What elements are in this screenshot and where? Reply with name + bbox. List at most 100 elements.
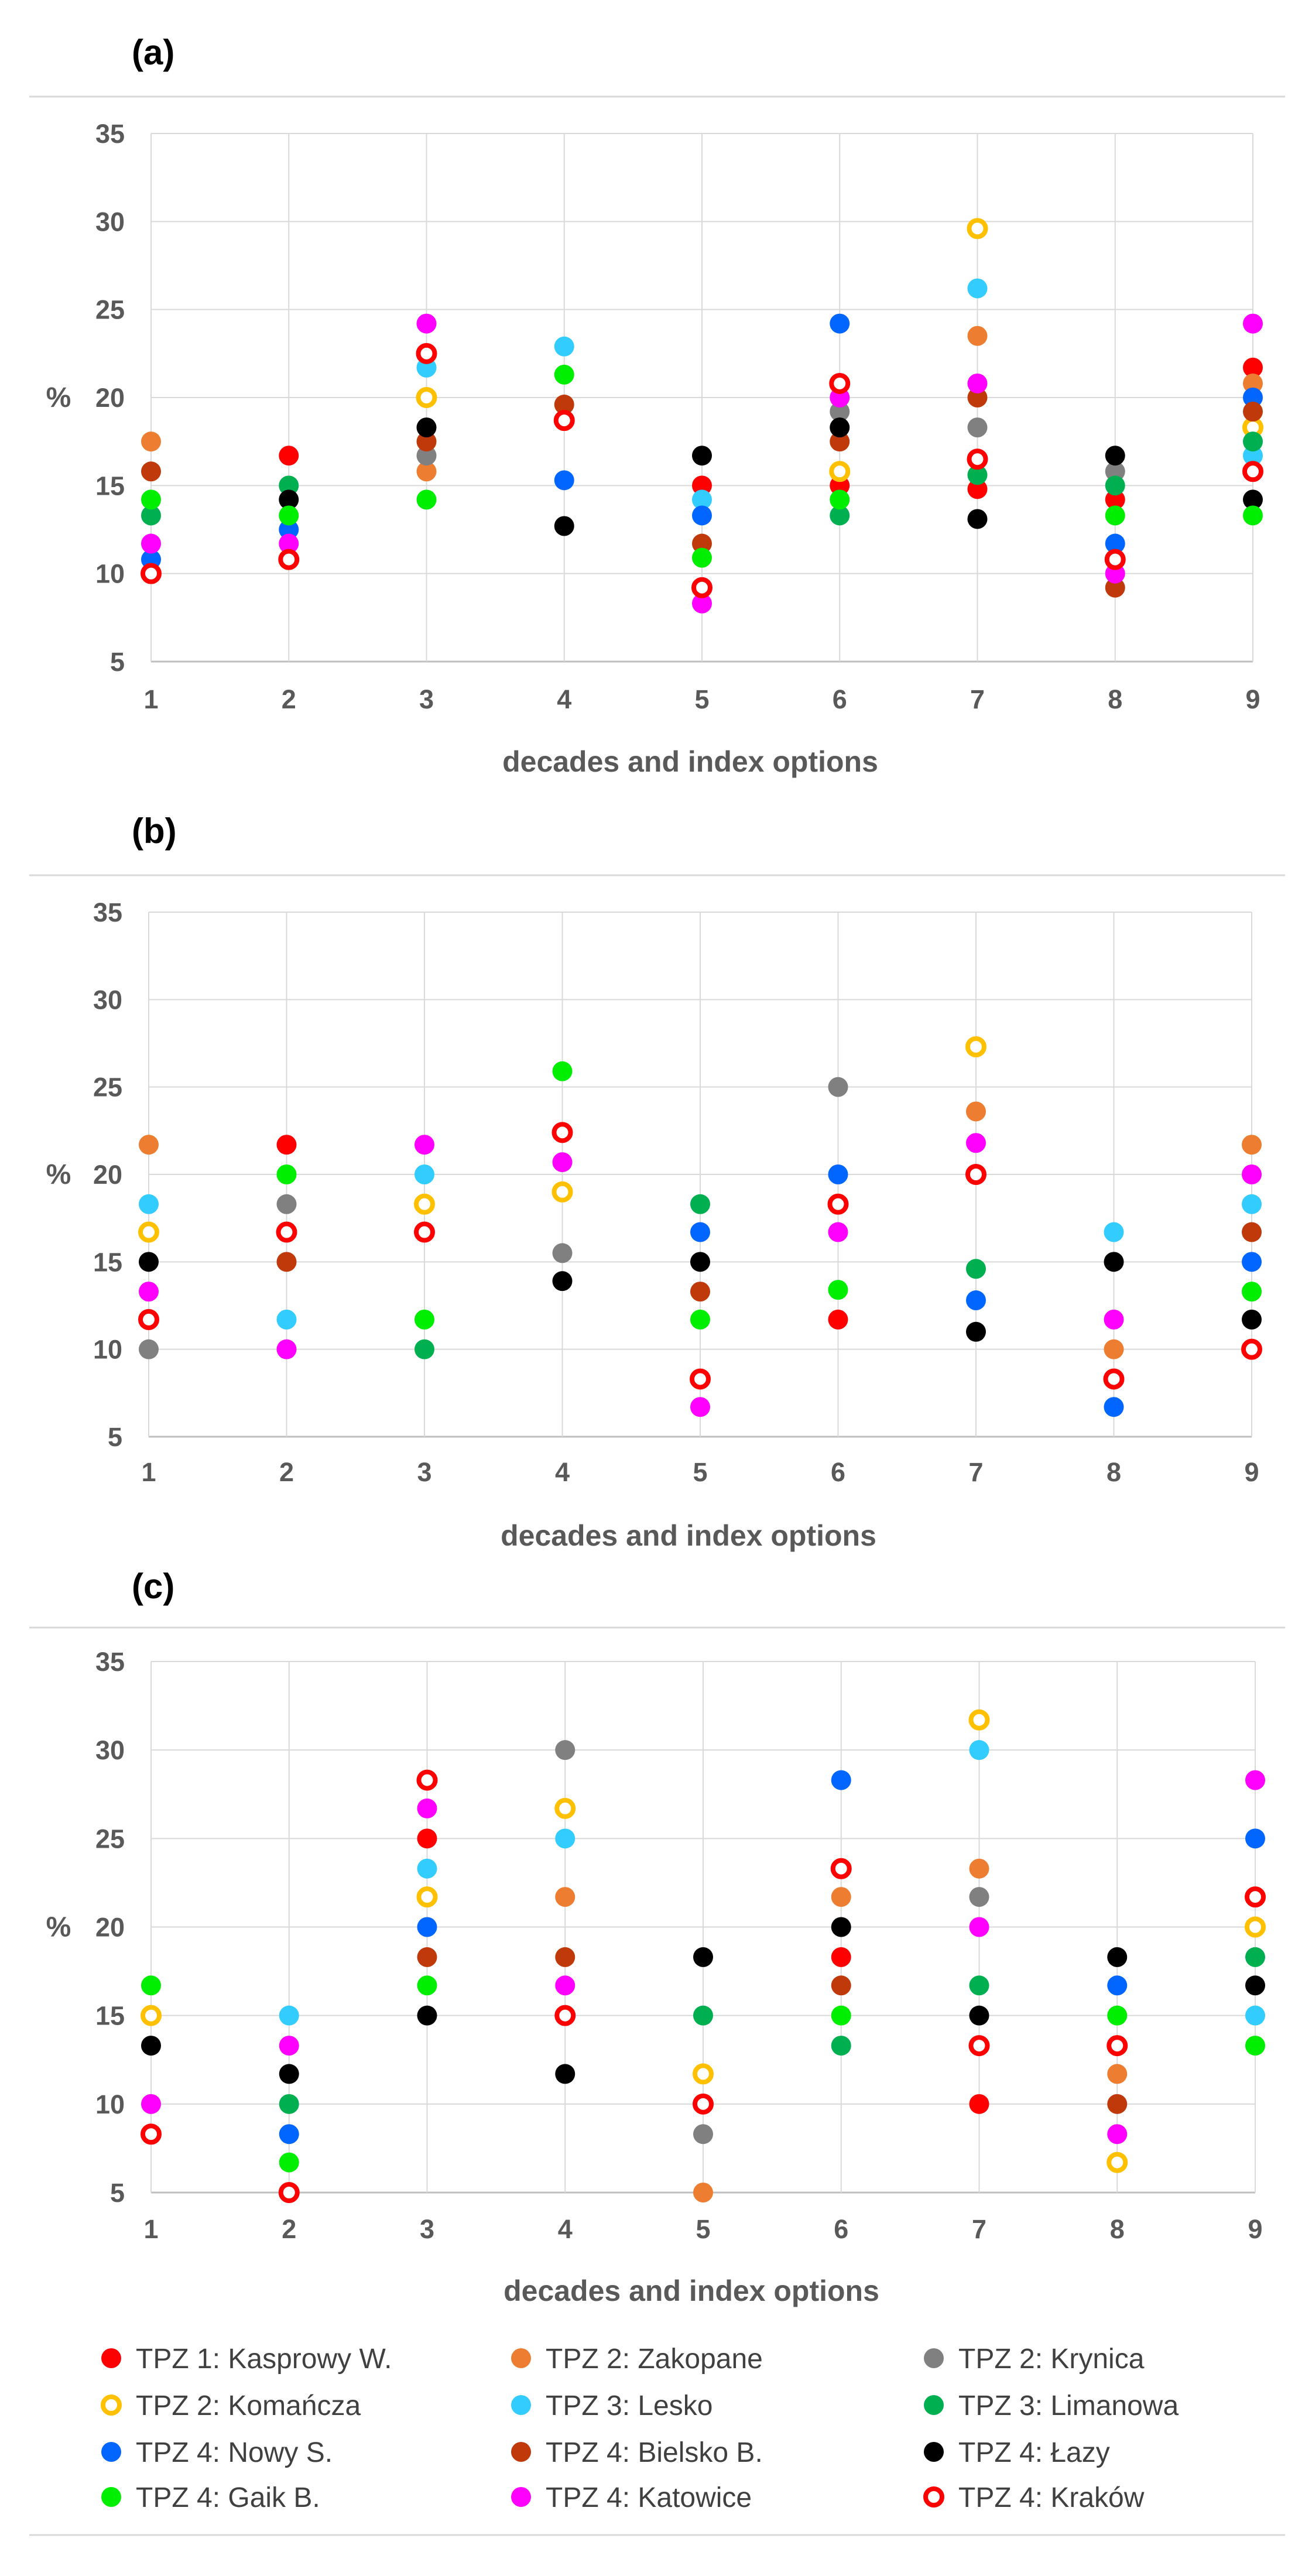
point-krakow [968,2035,990,2057]
point-bielsko [1243,402,1263,422]
point-katowice [279,533,299,554]
point-krynica [1105,461,1125,482]
y-tick-label: 25 [93,1073,122,1102]
point-lazy [693,1947,713,1967]
point-limanowa [1245,1947,1265,1967]
point-lesko [969,1740,989,1760]
point-lesko [1245,2005,1265,2026]
y-tick-label: 15 [95,471,125,501]
point-krakow [827,1193,849,1215]
point-bielsko [1242,1222,1262,1242]
point-lesko [1243,446,1263,466]
point-bielsko [690,1282,710,1302]
legend-marker [101,2487,121,2507]
point-nowys [1105,533,1125,554]
point-kasprowy [417,1828,437,1849]
y-tick-label: 5 [110,647,125,677]
x-tick-label: 7 [972,2214,986,2244]
x-axis-label: decades and index options [503,2274,879,2307]
point-gaik [831,2005,851,2026]
point-komancza [968,1709,990,1731]
point-lazy [967,509,988,529]
point-zakopane [693,2183,713,2202]
legend-item-lazy: TPZ 4: Łazy [924,2437,1110,2468]
y-tick-label: 15 [95,2001,125,2031]
y-tick-label: 20 [93,1160,122,1190]
x-tick-label: 3 [419,684,434,714]
point-lesko [692,489,712,510]
x-tick-label: 5 [696,2214,710,2244]
point-katowice [276,1339,297,1359]
point-komancza [414,1193,435,1215]
point-lazy [416,417,437,438]
point-katowice [1104,1309,1124,1330]
point-nowys [1107,1975,1128,1996]
point-nowys [966,1290,986,1311]
point-nowys [692,505,712,526]
legend-label: TPZ 4: Nowy S. [136,2437,333,2468]
point-gaik [415,1309,434,1330]
x-tick-label: 2 [282,684,296,714]
legend-item-krynica: TPZ 2: Krynica [924,2344,1145,2375]
legend-label: TPZ 1: Kasprowy W. [136,2344,392,2375]
legend-label: TPZ 2: Zakopane [546,2344,763,2375]
point-gaik [279,505,299,526]
point-krakow [416,1769,438,1791]
panel-b: (b) 5 10 15 20 25 30 35 1 2 3 4 5 6 7 8 9% decades and in… [29,811,1285,1552]
point-krakow [278,549,300,570]
point-gaik [690,1309,710,1330]
point-limanowa [279,475,299,496]
point-katowice [690,1397,710,1417]
point-zakopane [1107,2064,1128,2084]
point-komancza [965,1036,986,1057]
x-tick-label: 4 [557,684,571,714]
point-limanowa [690,1194,710,1214]
point-krynica [139,1339,159,1359]
x-tick-label: 8 [1110,2214,1125,2244]
y-tick-label: 10 [95,2089,125,2119]
point-lesko [1242,1194,1262,1214]
point-bielsko [141,461,161,482]
legend-marker [511,2487,531,2507]
point-zakopane [966,1101,986,1122]
x-tick-label: 1 [141,1457,156,1487]
point-kasprowy [692,475,712,496]
point-katowice [416,313,437,334]
point-komancza [138,1221,159,1243]
legend-marker [101,2348,121,2368]
point-lazy [1242,1309,1262,1330]
point-katowice [692,593,712,614]
x-tick-label: 1 [143,2214,158,2244]
point-gaik [1245,2036,1265,2056]
y-tick-label: 35 [95,119,125,149]
point-lesko [1104,1222,1124,1242]
point-komancza [554,1797,576,1819]
point-lazy [279,489,299,510]
panel-c: (c) 5 10 15 20 25 30 35 1 2 3 4 5 6 7 8 9% decades and in… [29,1567,1285,2307]
point-krakow [1241,1338,1262,1360]
point-lesko [967,278,988,299]
point-katowice [969,1917,989,1937]
point-limanowa [969,1975,989,1996]
point-bielsko [417,1947,437,1967]
point-krakow [276,1221,297,1243]
panel-title: (c) [132,1567,174,1606]
legend-label: TPZ 3: Lesko [546,2390,712,2421]
legend-marker [924,2395,944,2415]
point-nowys [1242,1252,1262,1272]
point-limanowa [1105,475,1125,496]
point-gaik [141,1975,161,1996]
point-zakopane [416,461,437,482]
panel-a: (a) 5 10 15 20 25 30 35 1 2 3 4 5 6 7 8 9% decades and in… [29,33,1285,778]
x-tick-label: 7 [968,1457,983,1487]
point-nowys [831,1770,851,1790]
y-tick-label: 10 [93,1335,122,1365]
point-bielsko [692,533,712,554]
x-tick-label: 3 [417,1457,431,1487]
point-krakow [690,1368,711,1390]
legend-item-zakopane: TPZ 2: Zakopane [511,2344,763,2375]
point-lazy [139,1252,159,1272]
legend-marker [511,2348,531,2368]
point-gaik [276,1164,297,1184]
